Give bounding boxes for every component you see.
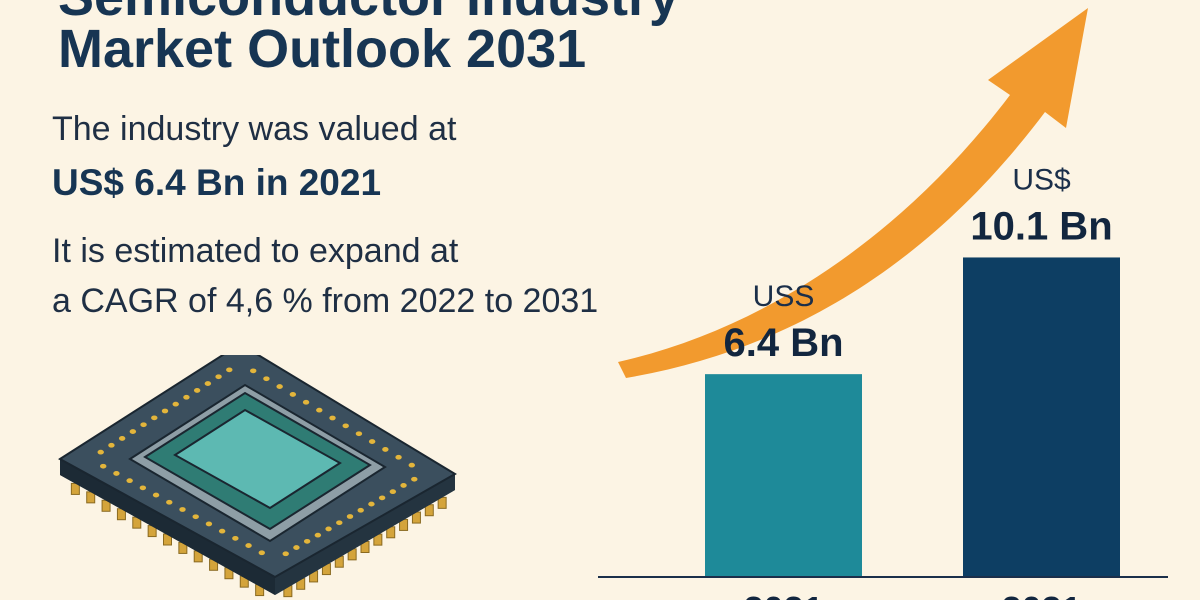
chip-contact-dot xyxy=(226,367,233,373)
bar-2021 xyxy=(705,374,862,576)
data-label-currency: US$ xyxy=(1012,163,1071,196)
chip-contact-dot xyxy=(408,462,415,468)
data-label-value: 10.1 Bn xyxy=(970,204,1112,248)
chip-contact-dot xyxy=(179,507,186,512)
chip-contact-dot xyxy=(151,415,158,421)
chip-contact-dot xyxy=(215,374,222,380)
chip-contact-dot xyxy=(276,384,283,389)
valuation-highlight: US$ 6.4 Bn in 2021 xyxy=(52,162,382,203)
chip-contact-dot xyxy=(192,514,199,520)
chip-contact-dot xyxy=(355,431,363,437)
chip-contact-dot xyxy=(118,436,126,441)
chip-contact-dot xyxy=(400,483,407,488)
chip-contact-dot xyxy=(302,399,310,405)
chip-contact-dot xyxy=(166,499,173,505)
chip-contact-dot xyxy=(293,545,300,550)
chip-contact-dot xyxy=(282,551,289,557)
data-label-currency: USS xyxy=(753,280,815,313)
chip-contact-dot xyxy=(250,368,257,374)
chip-contact-dot xyxy=(140,422,147,428)
chip-contact-dot xyxy=(389,489,397,495)
chip-contact-dot xyxy=(232,535,239,541)
chip-contact-dot xyxy=(368,439,376,444)
chip-contact-dot xyxy=(303,538,311,544)
chip-contact-dot xyxy=(193,388,201,393)
chip-contact-dot xyxy=(218,528,226,534)
chip-contact-dot xyxy=(378,495,386,501)
chip-contact-dot xyxy=(329,415,336,421)
chip-contact-dot xyxy=(113,471,120,476)
chip-contact-dot xyxy=(97,449,104,455)
chip-contact-dot xyxy=(342,423,349,429)
chip-contact-dot xyxy=(411,476,418,482)
chip-contact-dot xyxy=(172,401,179,407)
microchip-icon xyxy=(58,355,457,598)
chip-contact-dot xyxy=(245,543,252,548)
x-tick-label: 2031 xyxy=(1001,589,1081,600)
chip-contact-dot xyxy=(357,507,364,513)
chip-contact-dot xyxy=(108,442,115,448)
chip-contact-dot xyxy=(205,521,213,527)
chip-contact-dot xyxy=(129,429,137,434)
chip-contact-dot xyxy=(139,485,147,491)
chip-contact-dot xyxy=(382,447,389,452)
chip-contact-dot xyxy=(161,408,169,414)
title-line-1: Semiconductor Industry xyxy=(58,0,679,24)
chip-contact-dot xyxy=(325,526,332,532)
chip-contact-dot xyxy=(314,532,322,538)
chip-contact-dot xyxy=(263,376,270,382)
chip-contact-dot xyxy=(258,550,265,556)
data-label-value: 6.4 Bn xyxy=(723,321,843,365)
growth-text-2: a CAGR of 4,6 % from 2022 to 2031 xyxy=(52,282,599,320)
title-line-2: Market Outlook 2031 xyxy=(58,19,587,79)
chip-contact-dot xyxy=(183,394,190,400)
growth-text-1: It is estimated to expand at xyxy=(52,232,459,270)
chip-contact-dot xyxy=(152,492,160,498)
chip-contact-dot xyxy=(289,392,297,397)
growth-arrow-icon xyxy=(618,8,1088,378)
chip-contact-dot xyxy=(100,463,107,469)
chip-contact-dot xyxy=(204,381,212,386)
chip-contact-dot xyxy=(368,501,375,507)
chip-contact-dot xyxy=(336,520,343,526)
chip-contact-dot xyxy=(395,454,402,460)
chip-contact-dot xyxy=(126,478,133,484)
x-tick-label: 2021 xyxy=(743,589,823,600)
valuation-text: The industry was valued at xyxy=(52,110,457,148)
chip-contact-dot xyxy=(316,407,323,413)
bar-2031 xyxy=(963,257,1120,576)
chip-contact-dot xyxy=(346,514,354,519)
